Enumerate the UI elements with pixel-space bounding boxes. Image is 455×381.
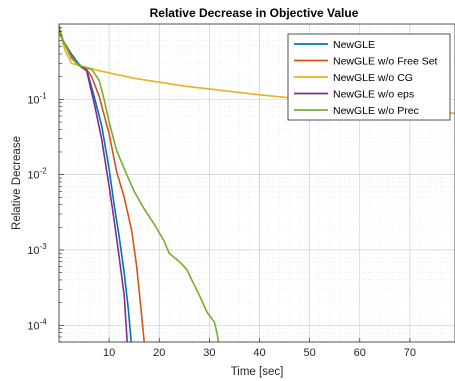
legend-label: NewGLE w/o CG: [333, 72, 413, 84]
legend-label: NewGLE w/o Prec: [333, 105, 419, 117]
legend-label: NewGLE w/o Free Set: [333, 56, 438, 68]
series-line: [59, 27, 145, 342]
x-tick-label: 30: [203, 347, 215, 359]
y-tick-label: 10-4: [27, 317, 47, 332]
series-line: [59, 27, 132, 342]
y-axis-label: Relative Decrease: [11, 136, 23, 230]
chart-title: Relative Decrease in Objective Value: [150, 6, 359, 20]
x-tick-label: 70: [404, 347, 416, 359]
legend: NewGLE NewGLE w/o Free Set NewGLE w/o CG Ne…: [287, 33, 451, 121]
legend-label: NewGLE: [333, 39, 375, 51]
plot-frame: [58, 23, 455, 343]
y-tick-label: 10-2: [27, 167, 47, 182]
x-tick-label: 50: [304, 347, 316, 359]
legend-label: NewGLE w/o eps: [333, 89, 414, 101]
x-tick-label: 20: [153, 347, 165, 359]
x-tick-label: 40: [253, 347, 265, 359]
x-axis-label: Time [sec]: [231, 366, 284, 378]
series-line: [59, 25, 220, 342]
legend-entries: NewGLE NewGLE w/o Free Set NewGLE w/o CG Ne…: [294, 39, 438, 117]
x-tick-labels: 10 20 30 40 50 60 70: [103, 347, 416, 359]
y-tick-label: 10-1: [27, 91, 47, 106]
y-tick-label: 10-3: [27, 242, 47, 257]
x-tick-label: 10: [103, 347, 115, 359]
series-group: [59, 25, 455, 342]
y-tick-labels: 10-1 10-2 10-3 10-4: [27, 91, 47, 332]
x-tick-label: 60: [354, 347, 366, 359]
ticks-group: [59, 27, 411, 343]
